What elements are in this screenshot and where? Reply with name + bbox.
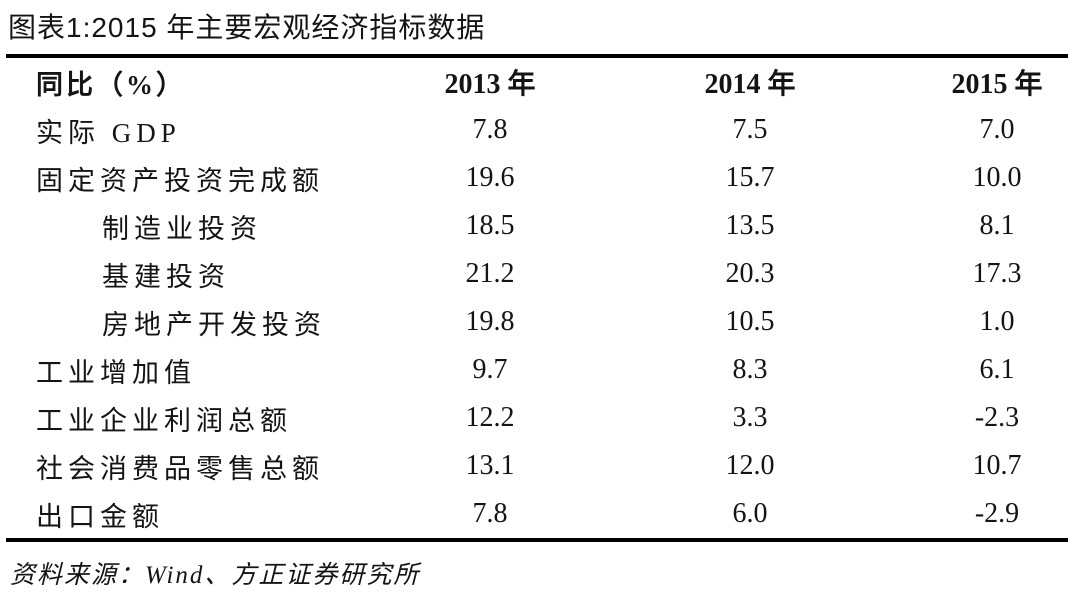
value-2015: -2.3 [974, 402, 1020, 433]
value-2013: 7.8 [472, 114, 508, 145]
value-2015: 1.0 [979, 306, 1015, 337]
row-label: 房地产开发投资 [102, 309, 326, 340]
macro-indicators-table: 同比（%） 2013 年 2014 年 2015 年 实际 GDP 7.8 7.… [0, 58, 1080, 538]
value-2014: 15.7 [725, 162, 775, 193]
row-label: 社会消费品零售总额 [36, 453, 324, 484]
table-row-fixed-asset-investment: 固定资产投资完成额 19.6 15.7 10.0 [0, 154, 1080, 202]
table-row-manufacturing-investment: 制造业投资 18.5 13.5 8.1 [0, 202, 1080, 250]
header-2014: 2014 年 [704, 69, 796, 100]
table-row-retail-sales: 社会消费品零售总额 13.1 12.0 10.7 [0, 442, 1080, 490]
value-2014: 7.5 [732, 114, 768, 145]
row-label: 工业增加值 [36, 357, 196, 388]
table-top-rule [6, 54, 1068, 58]
value-2013: 21.2 [465, 258, 515, 289]
value-2014: 13.5 [725, 210, 775, 241]
value-2014: 6.0 [732, 498, 768, 529]
table-header-row: 同比（%） 2013 年 2014 年 2015 年 [0, 58, 1080, 106]
table-row-infrastructure-investment: 基建投资 21.2 20.3 17.3 [0, 250, 1080, 298]
table-row-industrial-value-added: 工业增加值 9.7 8.3 6.1 [0, 346, 1080, 394]
value-2014: 3.3 [732, 402, 768, 433]
figure-title: 图表1:2015 年主要宏观经济指标数据 [8, 12, 486, 43]
source-note: 资料来源：Wind、方正证券研究所 [10, 562, 421, 589]
value-2015: 8.1 [979, 210, 1015, 241]
row-label: 固定资产投资完成额 [36, 165, 324, 196]
value-2014: 8.3 [732, 354, 768, 385]
header-indicator: 同比（%） [36, 69, 186, 100]
row-label: 实际 GDP [36, 117, 181, 148]
value-2013: 19.8 [465, 306, 515, 337]
value-2014: 10.5 [725, 306, 775, 337]
row-label: 制造业投资 [102, 213, 262, 244]
value-2015: 10.7 [972, 450, 1022, 481]
table-row-exports: 出口金额 7.8 6.0 -2.9 [0, 490, 1080, 538]
row-label: 基建投资 [102, 261, 230, 292]
value-2014: 20.3 [725, 258, 775, 289]
header-2015: 2015 年 [951, 69, 1043, 100]
value-2015: 10.0 [972, 162, 1022, 193]
table-row-real-estate-investment: 房地产开发投资 19.8 10.5 1.0 [0, 298, 1080, 346]
value-2015: 7.0 [979, 114, 1015, 145]
table-bottom-rule [6, 538, 1068, 542]
value-2015: -2.9 [974, 498, 1020, 529]
row-label: 工业企业利润总额 [36, 405, 292, 436]
value-2013: 12.2 [465, 402, 515, 433]
value-2013: 19.6 [465, 162, 515, 193]
value-2015: 6.1 [979, 354, 1015, 385]
value-2014: 12.0 [725, 450, 775, 481]
value-2013: 9.7 [472, 354, 508, 385]
table-row-gdp: 实际 GDP 7.8 7.5 7.0 [0, 106, 1080, 154]
value-2013: 7.8 [472, 498, 508, 529]
value-2013: 13.1 [465, 450, 515, 481]
header-2013: 2013 年 [444, 69, 536, 100]
value-2013: 18.5 [465, 210, 515, 241]
row-label: 出口金额 [36, 501, 164, 532]
value-2015: 17.3 [972, 258, 1022, 289]
table-row-industrial-profit: 工业企业利润总额 12.2 3.3 -2.3 [0, 394, 1080, 442]
